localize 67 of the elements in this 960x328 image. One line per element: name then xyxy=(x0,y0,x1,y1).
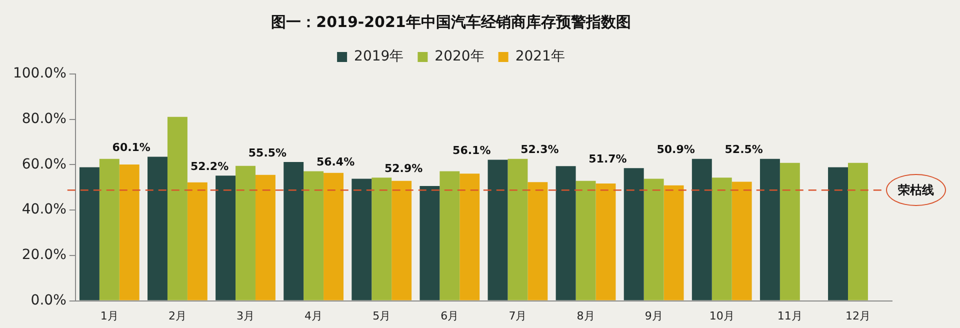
x-tick-label: 10月 xyxy=(709,309,734,322)
x-tick-label: 4月 xyxy=(304,309,323,322)
data-label: 56.1% xyxy=(452,144,491,158)
chart-title: 图一：2019-2021年中国汽车经销商库存预警指数图 xyxy=(271,12,631,31)
data-label: 50.9% xyxy=(656,143,695,156)
bar xyxy=(148,156,168,300)
data-label: 55.5% xyxy=(248,146,287,160)
bar xyxy=(692,158,712,300)
bar xyxy=(99,158,120,300)
data-label: 51.7% xyxy=(588,152,627,166)
y-tick-label: 60.0% xyxy=(22,156,66,172)
y-tick-label: 80.0% xyxy=(22,111,66,127)
oval-outline: 荣枯线 xyxy=(886,174,946,206)
bar xyxy=(236,166,256,300)
bar xyxy=(119,164,140,300)
data-label: 56.4% xyxy=(316,156,355,169)
bar xyxy=(392,180,412,300)
legend-label: 2019年 xyxy=(354,48,404,65)
bar xyxy=(167,116,188,300)
bar xyxy=(460,174,480,300)
bar xyxy=(304,171,324,300)
y-tick-label: 100.0% xyxy=(12,66,66,82)
x-tick-label: 11月 xyxy=(777,309,802,322)
bar xyxy=(556,166,576,300)
x-tick-label: 5月 xyxy=(372,309,391,322)
bar xyxy=(848,162,868,300)
data-label: 52.2% xyxy=(190,160,229,173)
data-label: 60.1% xyxy=(112,141,150,154)
data-label: 52.9% xyxy=(384,162,423,176)
bar xyxy=(760,158,780,300)
bar xyxy=(187,182,208,300)
x-tick-label: 12月 xyxy=(845,309,870,322)
bar xyxy=(324,172,344,300)
y-tick-label: 40.0% xyxy=(22,202,66,218)
y-tick-label: 20.0% xyxy=(22,247,66,264)
bar xyxy=(528,182,548,300)
legend-label: 2021年 xyxy=(515,48,565,65)
bar xyxy=(732,182,752,300)
bar xyxy=(284,162,304,300)
x-tick-label: 2月 xyxy=(168,309,186,322)
y-tick-label: 0.0% xyxy=(30,292,66,308)
bar xyxy=(352,178,372,300)
bar xyxy=(488,160,508,300)
x-tick-label: 9月 xyxy=(644,309,663,322)
x-tick-label: 6月 xyxy=(440,309,459,322)
bar xyxy=(508,158,528,300)
bar xyxy=(79,167,100,300)
data-label: 52.3% xyxy=(520,143,559,156)
legend-label: 2020年 xyxy=(434,48,484,65)
x-tick-label: 8月 xyxy=(576,309,595,322)
bar xyxy=(420,186,440,300)
bar xyxy=(780,162,800,300)
x-tick-label: 3月 xyxy=(236,309,255,322)
bar xyxy=(664,185,684,300)
bar xyxy=(712,178,732,300)
x-tick-label: 1月 xyxy=(100,309,118,322)
bar xyxy=(440,171,460,300)
bar xyxy=(624,168,644,300)
bar xyxy=(644,178,664,300)
bar xyxy=(828,167,848,300)
x-tick-label: 7月 xyxy=(508,309,527,322)
bar xyxy=(372,178,392,300)
bar xyxy=(576,180,596,300)
data-label: 52.5% xyxy=(724,143,763,156)
bar xyxy=(216,176,236,300)
bar xyxy=(255,174,276,300)
bar xyxy=(596,184,616,300)
